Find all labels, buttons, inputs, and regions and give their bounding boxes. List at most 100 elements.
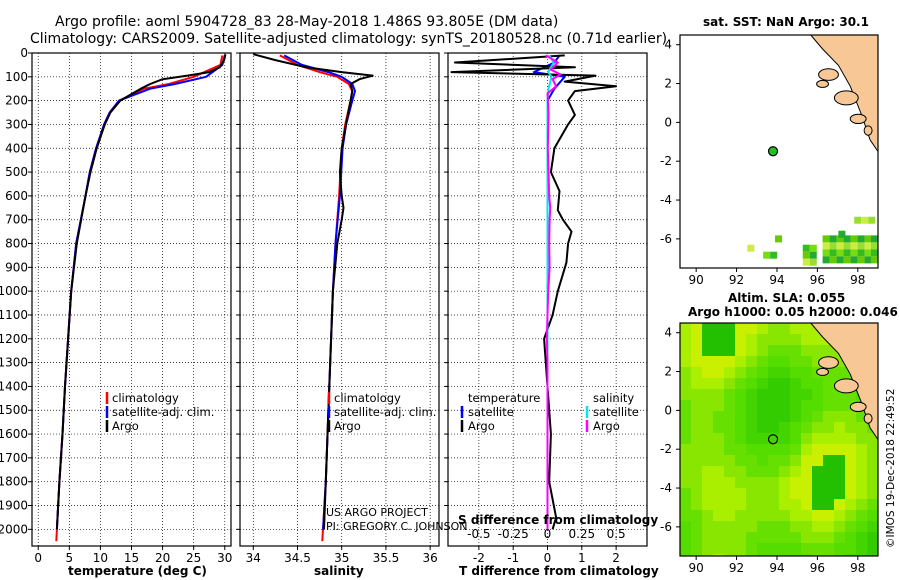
- sst-pixel: [850, 242, 858, 250]
- sst-pixel: [871, 242, 878, 250]
- sla-pixel: [757, 356, 768, 367]
- sst-pixel: [864, 249, 872, 257]
- sla-pixel: [735, 444, 746, 455]
- sla-pixel: [834, 400, 845, 411]
- sla-pixel: [812, 433, 823, 444]
- sla-pixel: [768, 334, 779, 345]
- depth-tick-label: 100: [5, 70, 28, 84]
- x-tick-label: 25: [186, 551, 201, 565]
- sla-pixel: [812, 532, 823, 543]
- sla-pixel: [724, 554, 735, 556]
- sst-pixel: [864, 256, 872, 264]
- sla-pixel: [779, 466, 790, 477]
- sla-pixel: [856, 433, 867, 444]
- sla-pixel: [724, 411, 735, 422]
- sla-pixel: [691, 433, 702, 444]
- sla-pixel: [713, 334, 724, 345]
- sst-pixel: [802, 251, 810, 259]
- sst-pixel: [843, 235, 851, 243]
- x-tick-label: 20: [155, 551, 170, 565]
- pi-credit: PI: GREGORY C. JOHNSON: [326, 520, 467, 533]
- sla-pixel: [779, 367, 790, 378]
- sla-pixel: [790, 345, 801, 356]
- sst-pixel: [836, 242, 844, 250]
- sla-pixel: [724, 532, 735, 543]
- x-tick-label: 35.5: [373, 551, 400, 565]
- sla-pixel: [746, 499, 757, 510]
- map-longitude-label: 96: [810, 561, 825, 575]
- sla-pixel: [801, 367, 812, 378]
- sla-pixel: [768, 543, 779, 554]
- sla-pixel: [757, 532, 768, 543]
- x-tick-label: 15: [124, 551, 139, 565]
- sla-pixel: [713, 367, 724, 378]
- sla-pixel: [790, 499, 801, 510]
- temperature-legend: climatology satellite-adj. clim. Argo: [105, 391, 214, 433]
- sla-pixel: [790, 444, 801, 455]
- map-longitude-label: 98: [850, 561, 865, 575]
- x-tick-label: 36: [423, 551, 438, 565]
- map-latitude-label: -4: [660, 193, 672, 207]
- sst-pixel: [871, 235, 878, 243]
- sla-pixel: [757, 444, 768, 455]
- sla-pixel: [812, 521, 823, 532]
- sla-pixel: [735, 323, 746, 334]
- sla-pixel: [768, 378, 779, 389]
- sla-pixel: [779, 510, 790, 521]
- x-tick-label: 5: [65, 551, 73, 565]
- island: [863, 413, 873, 424]
- sla-pixel: [724, 466, 735, 477]
- salinity-legend: climatology satellite-adj. clim. Argo: [327, 391, 436, 433]
- sla-map-title-line1: Altim. SLA: 0.055: [728, 291, 845, 305]
- depth-tick-label: 2000: [0, 522, 28, 536]
- sla-pixel: [801, 323, 812, 334]
- sla-pixel: [735, 389, 746, 400]
- sla-pixel: [812, 422, 823, 433]
- sst-map-frame: [679, 34, 879, 269]
- sla-pixel: [713, 510, 724, 521]
- sla-pixel: [779, 455, 790, 466]
- sla-pixel: [845, 411, 856, 422]
- sla-pixel: [746, 521, 757, 532]
- sla-pixel: [713, 521, 724, 532]
- sla-pixel: [746, 543, 757, 554]
- sla-pixel: [702, 356, 713, 367]
- sst-map-tick-labels: 90 92 94 96 98 4 2 0 -2 -4 -6: [660, 38, 865, 287]
- sla-pixel: [768, 477, 779, 488]
- sla-pixel: [724, 389, 735, 400]
- x-tick-label: -2: [473, 551, 485, 565]
- sla-pixel: [746, 356, 757, 367]
- map-longitude-label: 94: [769, 561, 784, 575]
- sla-pixel: [757, 411, 768, 422]
- sla-pixel: [691, 422, 702, 433]
- sla-pixel: [812, 554, 823, 556]
- sst-pixel: [822, 249, 830, 257]
- sla-pixel: [735, 400, 746, 411]
- sla-pixel: [746, 444, 757, 455]
- sst-pixel: [822, 256, 830, 264]
- sla-pixel: [812, 510, 823, 521]
- sla-pixel: [691, 499, 702, 510]
- sla-pixel: [757, 433, 768, 444]
- series-line-argo: [55, 54, 227, 530]
- map-latitude-label: 2: [664, 365, 672, 379]
- legend-t-argo-label: Argo: [468, 419, 495, 433]
- sla-pixel: [680, 488, 691, 499]
- sla-pixel: [856, 466, 867, 477]
- sla-pixel: [724, 455, 735, 466]
- sla-pixel: [702, 488, 713, 499]
- sla-pixel: [680, 532, 691, 543]
- sla-pixel: [823, 477, 834, 488]
- sla-pixel: [680, 499, 691, 510]
- sla-pixel: [735, 488, 746, 499]
- sla-pixel: [768, 499, 779, 510]
- depth-tick-label: 1700: [0, 451, 28, 465]
- sla-pixel: [779, 554, 790, 556]
- sla-pixel: [735, 367, 746, 378]
- sla-pixel: [702, 477, 713, 488]
- sla-pixel: [867, 510, 878, 521]
- sla-pixel: [702, 521, 713, 532]
- map-latitude-label: -6: [660, 520, 672, 534]
- sst-pixel: [843, 242, 851, 250]
- sla-pixel: [680, 543, 691, 554]
